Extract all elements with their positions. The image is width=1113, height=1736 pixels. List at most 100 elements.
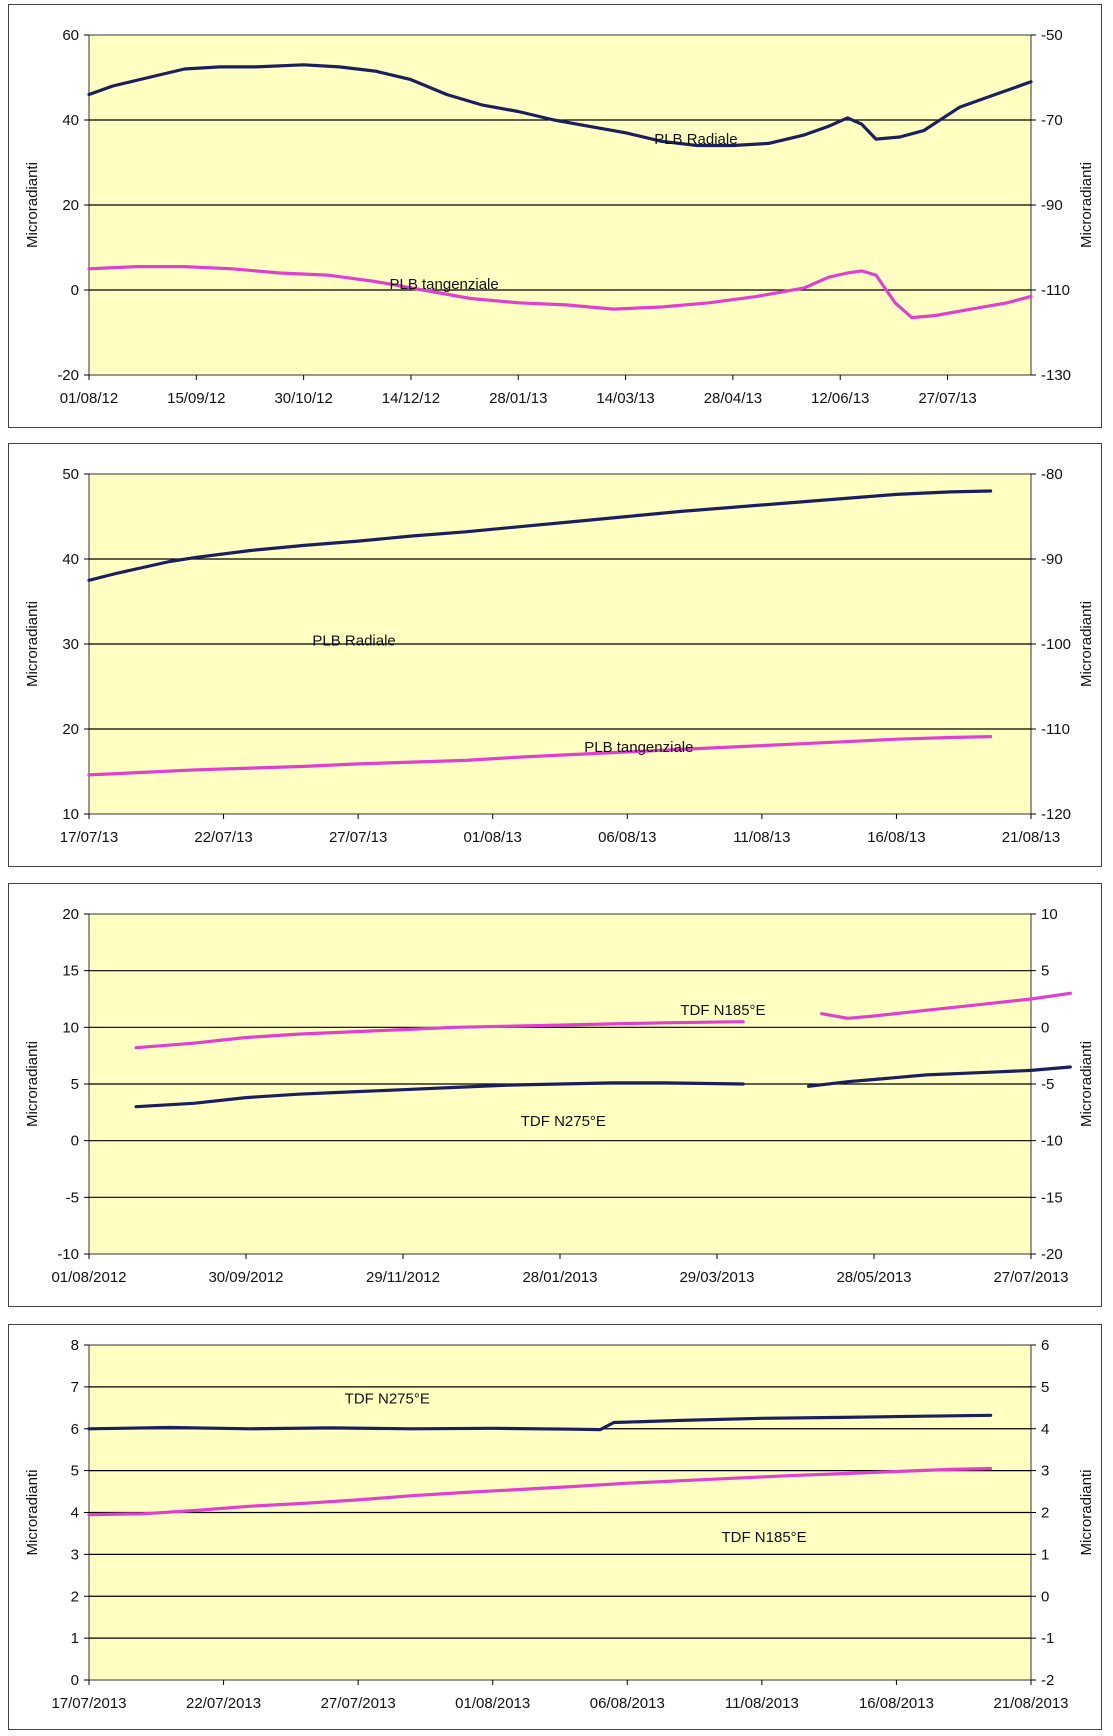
x-tick-label: 28/01/13	[489, 390, 547, 407]
x-tick-label: 17/07/2013	[51, 1695, 126, 1712]
y-tick-label-right: -80	[1041, 466, 1063, 483]
x-tick-label: 01/08/2013	[455, 1695, 530, 1712]
y-tick-label-right: -70	[1041, 112, 1063, 129]
y-axis-title-right: Microradianti	[1078, 162, 1095, 248]
y-axis-title-right: Microradianti	[1078, 601, 1095, 687]
y-tick-label-left: 10	[62, 1019, 79, 1036]
y-tick-label-right: -5	[1041, 1076, 1054, 1093]
y-tick-label-left: 5	[71, 1463, 79, 1480]
x-tick-label: 22/07/13	[194, 829, 252, 846]
x-tick-label: 14/12/12	[382, 390, 440, 407]
x-tick-label: 21/08/2013	[993, 1695, 1068, 1712]
y-tick-label-left: 40	[62, 112, 79, 129]
y-tick-label-left: -5	[66, 1189, 79, 1206]
x-tick-label: 30/10/12	[274, 390, 332, 407]
y-tick-label-left: 1	[71, 1630, 79, 1647]
y-tick-label-left: 15	[62, 963, 79, 980]
series-line-0	[134, 991, 1072, 1050]
y-tick-label-right: 5	[1041, 963, 1049, 980]
x-tick-label: 01/08/13	[464, 829, 522, 846]
x-tick-label: 29/03/2013	[679, 1269, 754, 1286]
y-tick-label-right: 4	[1041, 1421, 1049, 1438]
y-tick-label-right: -90	[1041, 551, 1063, 568]
y-tick-label-left: -20	[57, 367, 79, 384]
series-label-0: PLB Radiale	[654, 131, 737, 148]
y-tick-label-right: 10	[1041, 906, 1058, 923]
series-line-0	[87, 489, 993, 582]
y-axis-title-right: Microradianti	[1078, 1470, 1095, 1556]
y-tick-label-left: 4	[71, 1505, 79, 1522]
x-tick-label: 28/01/2013	[522, 1269, 597, 1286]
y-tick-label-right: -15	[1041, 1189, 1063, 1206]
series-label-1: PLB tangenziale	[389, 276, 498, 293]
series-line-0	[87, 63, 1033, 148]
y-tick-label-left: 30	[62, 636, 79, 653]
x-tick-label: 11/08/13	[733, 829, 790, 846]
y-tick-label-right: 0	[1041, 1588, 1049, 1605]
y-tick-label-right: -110	[1041, 721, 1070, 738]
y-tick-label-left: 5	[71, 1076, 79, 1093]
y-tick-label-left: 6	[71, 1421, 79, 1438]
series-line-1	[87, 735, 993, 777]
x-tick-label: 16/08/13	[867, 829, 925, 846]
series-label-1: PLB tangenziale	[584, 739, 693, 756]
x-tick-label: 11/08/2013	[725, 1695, 799, 1712]
y-axis-title-left: Microradianti	[24, 601, 41, 687]
x-tick-label: 14/03/13	[596, 390, 654, 407]
y-tick-label-right: -20	[1041, 1246, 1063, 1263]
chart-2-frame: 50 -80 40 -90 30 -100 20 -110 10 -120 17/07/13 22/0…	[8, 443, 1102, 867]
x-tick-label: 22/07/2013	[186, 1695, 261, 1712]
y-tick-label-left: 7	[71, 1379, 79, 1396]
x-tick-label: 12/06/13	[811, 390, 869, 407]
x-tick-label: 17/07/13	[60, 829, 118, 846]
series-label-1: TDF N185°E	[721, 1529, 806, 1546]
series-line-0	[87, 1413, 993, 1432]
y-tick-label-right: -110	[1041, 282, 1070, 299]
y-tick-label-left: 40	[62, 551, 79, 568]
y-tick-label-right: 0	[1041, 1019, 1049, 1036]
series-label-0: PLB Radiale	[312, 633, 395, 650]
y-tick-label-right: -2	[1041, 1672, 1054, 1689]
y-tick-label-left: 20	[62, 721, 79, 738]
x-tick-label: 27/07/13	[329, 829, 387, 846]
y-tick-label-right: -90	[1041, 197, 1063, 214]
series-line-1	[87, 1466, 993, 1517]
y-tick-label-left: 8	[71, 1337, 79, 1354]
chart-plb-jul-aug-2013: 50 -80 40 -90 30 -100 20 -110 10 -120 17/07/13 22/0…	[24, 466, 1095, 846]
chart-plb-2012-2013: 60 -50 40 -70 20 -90 0 -110 -20 -130 01/08/12 15/09…	[24, 27, 1095, 407]
x-tick-label: 16/08/2013	[859, 1695, 934, 1712]
chart-tdf-jul-aug-2013: 8 6 7 5 6 4 5 3 4 2 3 1 2 0 1 -1 0 -2 17/07/2013 22/07/2013…	[24, 1337, 1095, 1712]
chart-4-frame: 8 6 7 5 6 4 5 3 4 2 3 1 2 0 1 -1 0 -2 17/07/2013 22/07/2013…	[8, 1324, 1102, 1730]
y-tick-label-left: 50	[62, 466, 79, 483]
series-line-1	[134, 1065, 1072, 1109]
y-axis-title-left: Microradianti	[24, 1041, 41, 1127]
y-tick-label-left: 0	[71, 1133, 79, 1150]
y-tick-label-left: 10	[62, 806, 79, 823]
y-tick-label-right: 5	[1041, 1379, 1049, 1396]
y-tick-label-left: 3	[71, 1546, 79, 1563]
y-tick-label-left: 2	[71, 1588, 79, 1605]
y-tick-label-left: 0	[71, 282, 79, 299]
series-label-0: TDF N185°E	[680, 1002, 765, 1019]
y-tick-label-right: -10	[1041, 1133, 1063, 1150]
x-tick-label: 28/04/13	[704, 390, 762, 407]
y-tick-label-left: -10	[57, 1246, 79, 1263]
series-label-1: TDF N275°E	[521, 1113, 606, 1130]
y-tick-label-right: -120	[1041, 806, 1071, 823]
x-tick-label: 29/11/2012	[366, 1269, 440, 1286]
x-tick-label: 27/07/2013	[321, 1695, 396, 1712]
x-tick-label: 28/05/2013	[836, 1269, 911, 1286]
y-tick-label-right: -130	[1041, 367, 1071, 384]
y-tick-label-right: 2	[1041, 1505, 1049, 1522]
y-tick-label-right: -1	[1041, 1630, 1054, 1647]
chart-tdf-2012-2013: 20 10 15 5 10 0 5 -5 0 -10 -5 -15 -10 -20 01/08/2012 30…	[24, 906, 1095, 1286]
chart-1-frame: 60 -50 40 -70 20 -90 0 -110 -20 -130 01/08/12 15/09…	[8, 4, 1102, 428]
x-tick-label: 27/07/13	[918, 390, 976, 407]
y-tick-label-right: 1	[1041, 1546, 1049, 1563]
y-tick-label-left: 0	[71, 1672, 79, 1689]
x-tick-label: 21/08/13	[1002, 829, 1060, 846]
x-tick-label: 15/09/12	[167, 390, 225, 407]
chart-3-frame: 20 10 15 5 10 0 5 -5 0 -10 -5 -15 -10 -20 01/08/2012 30…	[8, 883, 1102, 1307]
y-tick-label-right: -50	[1041, 27, 1063, 44]
y-axis-title-left: Microradianti	[24, 162, 41, 248]
